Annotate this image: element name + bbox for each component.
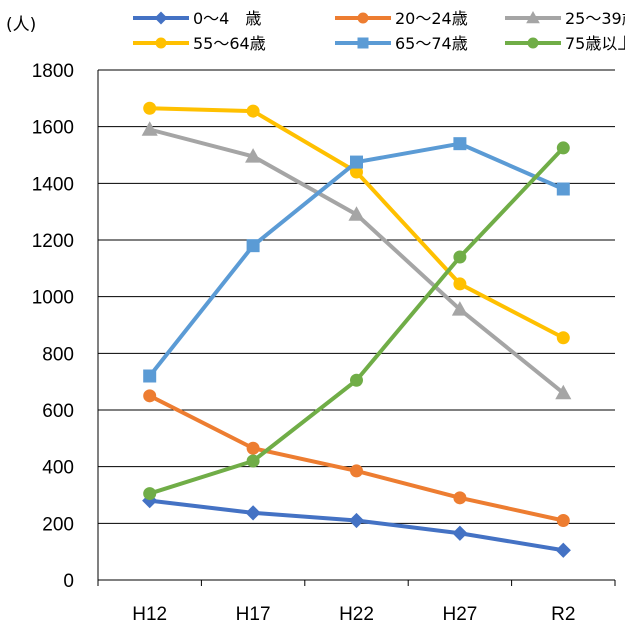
data-point-marker (556, 141, 570, 155)
data-point-marker (246, 454, 260, 468)
legend-label: 0〜4 歳 (193, 9, 261, 28)
series-lines (141, 101, 572, 558)
data-point-marker (555, 384, 572, 400)
legend-swatch-marker (154, 11, 168, 25)
data-point-marker (556, 331, 570, 345)
legend-item: 0〜4 歳 (133, 9, 261, 28)
legend-swatch-marker (527, 37, 539, 49)
legend-item: 25〜39歳 (505, 9, 625, 28)
data-point-marker (453, 137, 467, 151)
x-tick-label: H27 (442, 604, 477, 625)
axes: 0 200 400 600 800 1000 1200 1400 1600 1800 H12 H17 H… (32, 61, 616, 625)
data-point-marker (348, 512, 365, 529)
data-point-marker (350, 464, 363, 478)
y-tick-label: 1400 (32, 174, 74, 195)
data-point-marker (143, 389, 157, 403)
y-tick-label: 1200 (32, 231, 74, 252)
y-tick-label: 1000 (32, 288, 74, 309)
x-tick-label: H17 (236, 604, 271, 625)
y-tick-label: 1800 (32, 61, 74, 82)
legend-label: 75歳以上 (565, 34, 625, 53)
y-tick-label: 400 (42, 458, 74, 479)
y-tick-label: 800 (42, 344, 74, 365)
data-point-marker (245, 505, 261, 521)
data-point-marker (143, 369, 157, 383)
data-point-marker (350, 155, 363, 169)
series-5 (143, 137, 570, 383)
legend-swatch-marker (357, 37, 369, 49)
series-line (147, 106, 566, 340)
data-point-marker (453, 277, 467, 291)
x-tick-label: H22 (339, 604, 374, 625)
legend-label: 65〜74歳 (395, 34, 468, 53)
series-1 (142, 493, 571, 558)
data-point-marker (453, 491, 467, 505)
data-point-marker (246, 441, 260, 455)
legend-swatch-marker (526, 10, 540, 24)
y-tick-label: 600 (42, 401, 74, 422)
y-tick-label: 200 (42, 514, 74, 535)
data-point-marker (143, 101, 157, 115)
series-line (147, 145, 566, 496)
data-point-marker (452, 525, 468, 541)
series-4 (143, 101, 570, 345)
legend-item: 20〜24歳 (335, 9, 468, 28)
data-point-marker (451, 301, 468, 316)
legend-item: 55〜64歳 (133, 34, 266, 53)
data-point-marker (141, 121, 158, 136)
data-point-marker (453, 250, 467, 264)
x-tick-label: R2 (551, 604, 575, 625)
legend-item: 75歳以上 (505, 34, 625, 53)
data-point-marker (348, 206, 365, 221)
data-point-marker (246, 239, 260, 253)
gridlines (98, 69, 615, 524)
y-tick-label: 0 (63, 571, 74, 592)
legend-label: 25〜39歳 (565, 9, 625, 28)
data-point-marker (350, 373, 363, 387)
legend-item: 65〜74歳 (335, 34, 468, 53)
series-line (147, 393, 566, 523)
data-point-marker (143, 487, 157, 501)
y-tick-label: 1600 (32, 118, 74, 139)
legend-swatch-marker (155, 37, 167, 49)
data-point-marker (245, 148, 262, 163)
data-point-marker (556, 182, 570, 196)
y-axis-unit-label: (人) (6, 15, 36, 35)
x-tick-label: H12 (132, 604, 167, 625)
series-3 (141, 121, 572, 400)
legend-swatch-marker (357, 12, 369, 24)
legend-label: 20〜24歳 (395, 9, 468, 28)
data-point-marker (555, 542, 571, 558)
series-2 (143, 389, 570, 527)
series-6 (143, 141, 570, 501)
data-point-marker (556, 514, 570, 527)
legend-label: 55〜64歳 (193, 34, 266, 53)
data-point-marker (246, 104, 260, 118)
legend: 0〜4 歳 20〜24歳 25〜39歳 55〜64歳 65〜74歳 75歳以上 (133, 9, 625, 53)
